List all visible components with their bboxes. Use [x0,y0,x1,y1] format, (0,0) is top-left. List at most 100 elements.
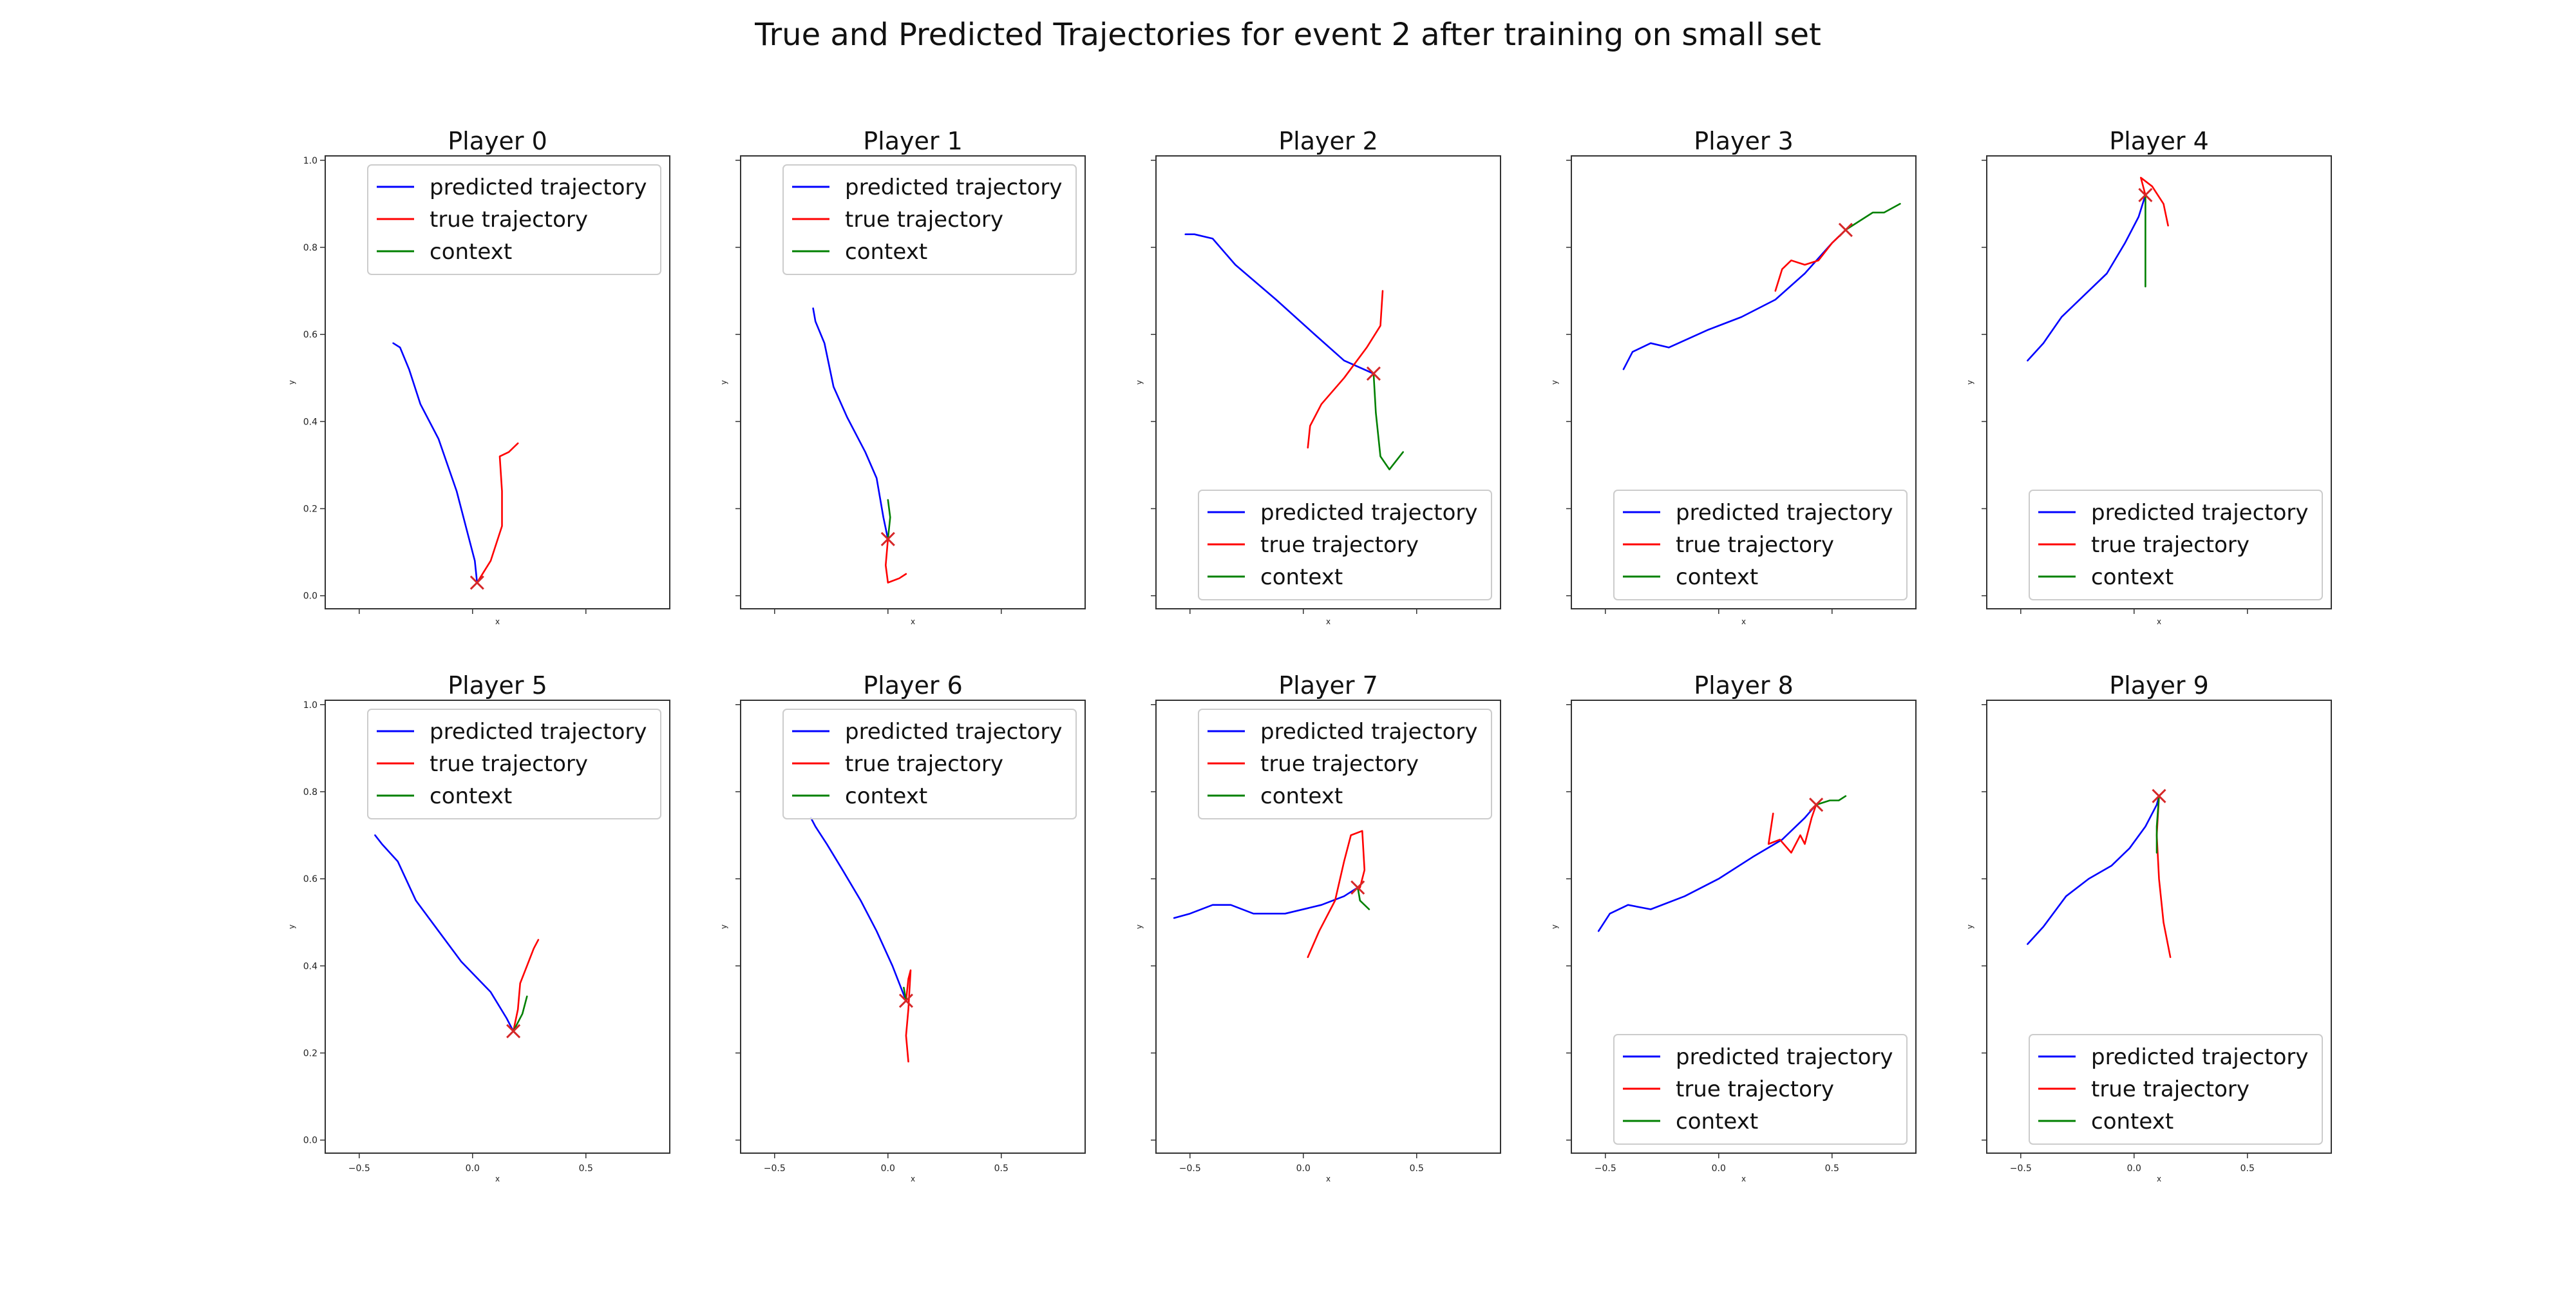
series-predicted-trajectory [1622,229,1847,370]
y-axis-label: y [1135,924,1144,929]
axes-frame [1571,155,1917,609]
axes-frame [325,700,670,1154]
legend: predicted trajectory true trajectory conte… [2029,1034,2323,1145]
x-tick-label: −0.5 [1179,1163,1201,1174]
marker-stroke [898,993,914,1008]
series-true-trajectory [1307,830,1366,959]
marker-stroke [2152,789,2166,803]
series-predicted-trajectory [374,834,515,1032]
series-context [887,499,891,540]
legend-label: context [2091,564,2174,590]
y-axis-label: y [1550,924,1559,929]
x-axis-label: x [495,1174,500,1183]
legend: predicted trajectory true trajectory conte… [367,164,661,275]
axes-frame [325,155,670,609]
series-true-trajectory [905,969,912,1063]
series-context [1357,886,1370,910]
current-position-marker [898,993,914,1008]
x-axis-label: x [911,617,915,626]
legend: predicted trajectory true trajectory conte… [782,709,1077,819]
x-axis-label: x [1326,617,1331,626]
subplot-title: Player 1 [863,127,963,155]
y-axis-label: y [719,924,728,929]
series-true-trajectory [2155,795,2172,959]
legend-label: true trajectory [2091,532,2249,558]
x-tick-label: 0.5 [2240,1163,2255,1174]
legend-box [782,709,1077,819]
series-true-trajectory [885,538,907,584]
marker-stroke [1809,798,1824,812]
x-tick-label: 0.0 [466,1163,480,1174]
legend-label: true trajectory [430,207,588,233]
legend-box [367,709,661,819]
current-position-marker [2152,789,2166,803]
series-predicted-trajectory [810,817,907,1002]
y-tick-label: 0.4 [303,961,317,971]
marker-stroke [1838,222,1853,237]
series-predicted-trajectory [2027,194,2146,362]
series-predicted-trajectory [1184,233,1375,375]
marker-stroke [2138,187,2153,202]
axes-frame [1155,155,1501,609]
legend-box [1198,490,1492,600]
x-tick-label: 0.5 [994,1163,1009,1174]
legend-label: predicted trajectory [430,719,647,745]
x-axis-label: x [2157,1174,2161,1183]
y-tick-label: 1.0 [303,156,317,166]
y-axis-label: y [1965,380,1975,385]
subplot-1: Player 1 x y predicted trajectory true traje… [719,127,1086,626]
legend-label: predicted trajectory [2091,500,2309,526]
legend-label: context [1260,783,1343,809]
axes-frame [1986,155,2332,609]
series-predicted-trajectory [1597,803,1817,932]
legend: predicted trajectory true trajectory conte… [782,164,1077,275]
current-position-marker [1350,880,1365,895]
series-context [1815,795,1847,806]
legend-label: predicted trajectory [430,175,647,200]
subplot-7: Player 7 −0.5 0.0 0.5 x y predicted trajectory… [1135,671,1501,1183]
subplot-2: Player 2 x y predicted trajectory true traje… [1135,127,1501,626]
x-axis-label: x [2157,617,2161,626]
x-axis-label: x [1741,617,1746,626]
legend-label: context [2091,1109,2174,1134]
legend-label: context [1676,564,1758,590]
current-position-marker [469,575,484,590]
x-tick-label: 0.0 [1296,1163,1311,1174]
series-predicted-trajectory [392,342,478,584]
x-tick-label: −0.5 [764,1163,786,1174]
legend-label: context [430,239,512,265]
series-true-trajectory [512,939,540,1032]
y-tick-label: 0.6 [303,874,317,885]
series-predicted-trajectory [1173,886,1359,919]
subplot-5: Player 5 −0.5 0.0 0.5 0.0 0.2 0.4 0.6 0.8 1.0 x y pr… [287,671,670,1183]
y-tick-label: 0.2 [303,504,317,515]
subplot-6: Player 6 −0.5 0.0 0.5 x y predicted trajectory… [719,671,1086,1183]
x-tick-label: 0.0 [2127,1163,2141,1174]
marker-stroke [1366,366,1381,381]
figure-title: True and Predicted Trajectories for even… [755,17,1821,53]
axes-frame [1155,700,1501,1154]
axes-frame [1986,700,2332,1154]
legend-label: predicted trajectory [845,175,1063,200]
subplot-title: Player 7 [1278,671,1378,700]
x-tick-label: −0.5 [2010,1163,2032,1174]
legend-label: predicted trajectory [845,719,1063,745]
subplot-8: Player 8 −0.5 0.0 0.5 x y predicted trajectory… [1550,671,1917,1183]
marker-stroke [506,1024,521,1038]
subplot-title: Player 3 [1694,127,1794,155]
x-tick-label: −0.5 [1595,1163,1616,1174]
current-position-marker [1366,366,1381,381]
legend-box [782,164,1077,275]
subplot-title: Player 8 [1694,671,1794,700]
subplot-title: Player 5 [448,671,547,700]
subplot-9: Player 9 −0.5 0.0 0.5 x y predicted trajectory… [1965,671,2332,1183]
current-position-marker [1809,798,1824,812]
legend-box [1613,1034,1908,1145]
legend-label: predicted trajectory [2091,1044,2309,1070]
legend-label: context [1676,1109,1758,1134]
legend-label: true trajectory [1260,532,1419,558]
legend-label: predicted trajectory [1676,1044,1893,1070]
y-axis-label: y [1550,380,1559,385]
